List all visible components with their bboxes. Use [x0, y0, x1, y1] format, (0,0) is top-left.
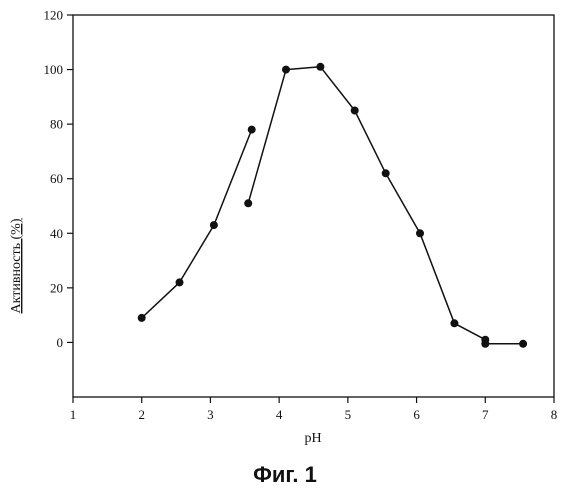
data-point	[416, 229, 424, 237]
series-line-2	[248, 67, 523, 344]
data-point	[210, 221, 218, 229]
y-tick-label: 20	[50, 280, 63, 295]
y-tick-label: 100	[44, 62, 64, 77]
axis-ticks: 12345678020406080100120	[44, 8, 558, 423]
chart: 12345678020406080100120 pH Активность (%…	[0, 0, 570, 460]
data-point	[248, 126, 256, 134]
data-point	[176, 278, 184, 286]
data-point	[450, 319, 458, 327]
data-series	[138, 63, 527, 348]
x-tick-label: 6	[413, 407, 420, 422]
x-tick-label: 3	[207, 407, 214, 422]
x-axis-title: pH	[304, 431, 321, 446]
x-tick-label: 2	[138, 407, 145, 422]
series-line-1	[142, 130, 252, 318]
data-point	[316, 63, 324, 71]
figure-caption: Фиг. 1	[0, 462, 570, 488]
x-tick-label: 7	[482, 407, 489, 422]
x-tick-label: 1	[70, 407, 77, 422]
data-point	[244, 199, 252, 207]
y-tick-label: 80	[50, 117, 63, 132]
data-point	[282, 66, 290, 74]
data-point	[351, 107, 359, 115]
y-tick-label: 120	[44, 8, 64, 23]
y-tick-label: 0	[57, 335, 64, 350]
y-tick-label: 40	[50, 226, 63, 241]
y-axis-title: Активность (%)	[9, 218, 24, 313]
x-tick-label: 4	[276, 407, 283, 422]
x-tick-label: 5	[345, 407, 352, 422]
data-point	[519, 340, 527, 348]
data-point	[481, 340, 489, 348]
x-tick-label: 8	[551, 407, 558, 422]
y-tick-label: 60	[50, 171, 63, 186]
data-point	[138, 314, 146, 322]
data-point	[382, 169, 390, 177]
